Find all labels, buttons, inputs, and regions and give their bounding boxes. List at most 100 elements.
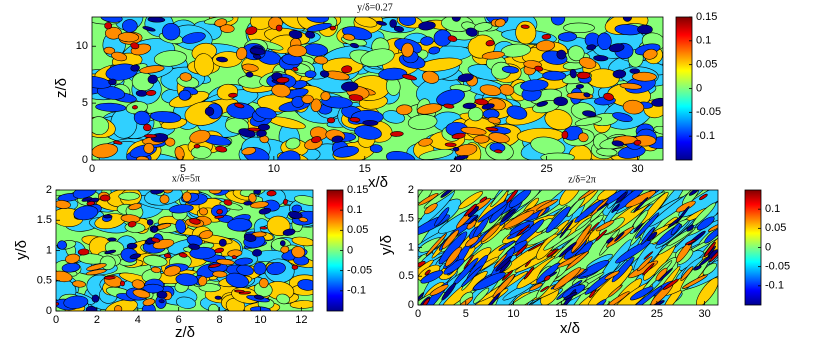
plot-frame <box>91 16 664 161</box>
contour-region <box>130 42 140 50</box>
contour-region <box>604 291 630 305</box>
contour-region <box>544 109 573 131</box>
colorbar-tick-label: -0.1 <box>696 130 715 142</box>
y-tick-label: 2 <box>46 184 52 196</box>
contour-region <box>259 226 268 230</box>
contour-region <box>266 190 277 197</box>
x-tick-label: 4 <box>135 314 141 326</box>
contour-region <box>615 191 628 204</box>
contour-region <box>194 53 215 77</box>
x-tick-label: 0 <box>415 308 421 320</box>
chart-title: z/δ=2π <box>568 174 596 185</box>
contour-region <box>485 40 495 47</box>
contour-region <box>441 282 457 301</box>
contour-region <box>490 190 510 208</box>
contour-region <box>298 217 308 223</box>
contour-region <box>571 224 592 253</box>
contour-region <box>96 85 125 100</box>
contour-region <box>418 21 436 31</box>
contour-region <box>473 287 490 304</box>
contour-region <box>288 211 303 219</box>
contour-region <box>193 144 201 149</box>
contour-region <box>320 91 331 101</box>
contour-region <box>103 46 116 55</box>
contour-region <box>396 104 413 116</box>
contour-region <box>637 24 653 35</box>
colorbar-tick-label: 0.1 <box>347 204 362 216</box>
contour-region <box>425 233 447 257</box>
contour-region <box>453 155 469 160</box>
contour-region <box>402 74 417 81</box>
contour-region <box>420 36 434 46</box>
contour-region <box>596 202 608 211</box>
contour-region <box>143 142 155 154</box>
contour-region <box>641 191 669 224</box>
contour-region <box>460 126 487 136</box>
contour-region <box>86 263 107 271</box>
y-tick-label: 0 <box>408 299 414 311</box>
x-tick-label: 6 <box>176 314 182 326</box>
contour-region <box>111 51 128 62</box>
contour-region <box>461 265 483 288</box>
contour-region <box>289 300 313 309</box>
contour-region <box>311 136 322 144</box>
contour-region <box>474 98 489 106</box>
contour-region <box>164 137 176 147</box>
contour-region <box>634 212 660 239</box>
contour-region <box>520 24 530 29</box>
contour-region <box>362 120 379 126</box>
contour-region <box>543 229 572 251</box>
colorbar-tick-label: -0.05 <box>696 106 721 118</box>
x-tick-label: 10 <box>268 163 280 175</box>
contour-region <box>468 215 478 225</box>
contour-region <box>227 218 253 232</box>
contour-region <box>150 190 165 195</box>
contour-region <box>85 269 107 276</box>
contour-region <box>236 47 248 60</box>
contour-region <box>561 130 569 140</box>
contour-region <box>190 146 212 159</box>
contour-region <box>117 32 140 43</box>
contour-region <box>321 96 353 109</box>
contour-region <box>389 19 397 28</box>
contour-region <box>150 266 162 273</box>
contour-region <box>158 299 165 304</box>
y-tick-label: 2 <box>408 184 414 196</box>
contour-region <box>102 214 113 219</box>
contour-region <box>428 46 441 55</box>
contour-region <box>463 254 474 269</box>
contour-region <box>63 295 89 309</box>
x-axis-label: z/δ <box>175 324 195 341</box>
chart-title: y/δ=0.27 <box>357 2 393 13</box>
contour-region <box>629 68 640 74</box>
contour-region <box>501 270 514 281</box>
contour-region <box>234 257 253 266</box>
contour-region <box>451 132 466 140</box>
contour-region <box>418 138 433 147</box>
contour-region <box>682 274 708 289</box>
contour-region <box>376 20 387 26</box>
contour-region <box>86 201 96 206</box>
contour-region <box>619 82 642 90</box>
contour-region <box>535 40 556 52</box>
x-tick-label: 2 <box>94 314 100 326</box>
contour-region <box>163 265 181 277</box>
contour-region <box>540 285 550 293</box>
colorbar-tick-label: -0.05 <box>765 261 790 273</box>
contour-region <box>301 94 314 104</box>
colorbar-tick-label: -0.05 <box>347 265 372 277</box>
contour-region <box>608 43 625 53</box>
contour-region <box>680 266 694 281</box>
contour-region <box>56 302 59 306</box>
contour-region <box>248 193 257 203</box>
contour-region <box>198 207 208 216</box>
contour-region <box>612 112 633 122</box>
contour-region <box>252 249 262 257</box>
contour-region <box>398 17 417 26</box>
contour-region <box>451 17 461 22</box>
contour-region <box>305 31 316 39</box>
contour-region <box>559 190 582 206</box>
x-tick-label: 12 <box>295 314 307 326</box>
contour-region <box>540 152 575 160</box>
contour-region <box>481 51 505 60</box>
